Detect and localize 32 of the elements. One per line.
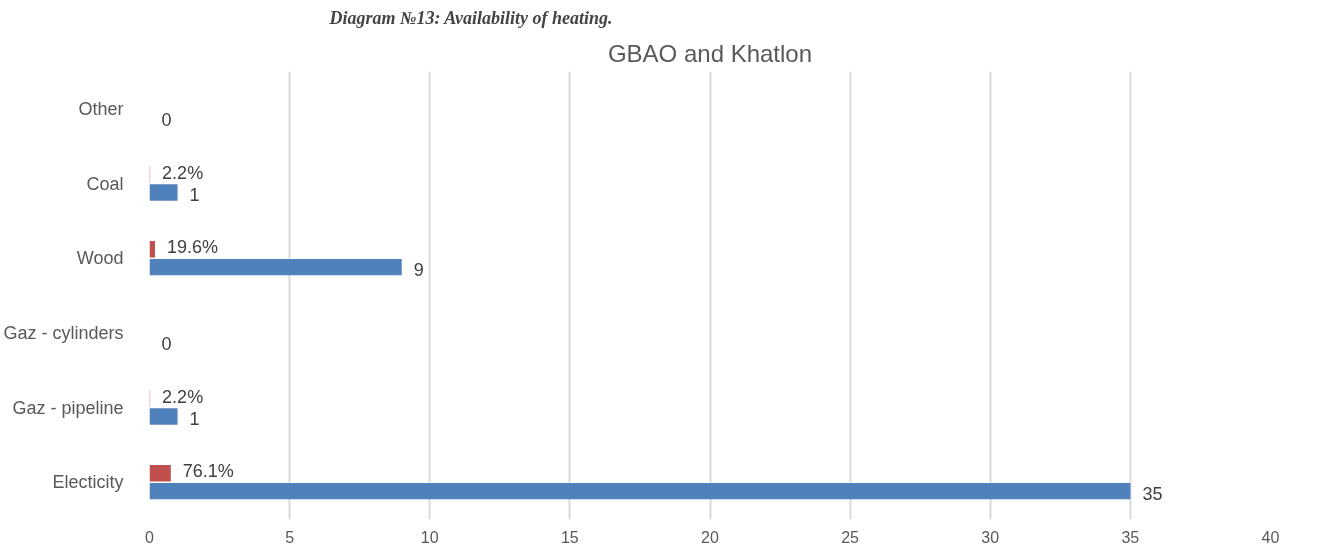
x-tick-label: 5: [285, 528, 295, 546]
y-tick-label: Wood: [76, 248, 124, 269]
x-tick-label: 40: [1261, 528, 1280, 546]
data-label: 0: [161, 334, 172, 355]
chart-title: GBAO and Khatlon: [607, 39, 813, 67]
x-tick-label: 20: [701, 528, 719, 546]
data-label: 2.2%: [162, 386, 204, 407]
bar: [149, 258, 402, 276]
y-tick-label: Electicity: [52, 472, 124, 493]
data-label: 2.2%: [162, 162, 204, 183]
y-tick-label: Coal: [86, 173, 124, 194]
data-label: 1: [189, 184, 200, 205]
y-tick-label: Gaz - pipeline: [12, 397, 124, 418]
bar: [149, 482, 1131, 500]
data-label: 35: [1142, 483, 1163, 504]
y-tick-label: Gaz - cylinders: [3, 322, 124, 343]
x-tick-label: 15: [560, 528, 579, 546]
data-label: 76.1%: [182, 461, 234, 482]
data-label: 19.6%: [166, 237, 219, 258]
x-tick-label: 30: [981, 528, 1000, 546]
y-tick-label: Other: [78, 98, 124, 119]
x-tick-label: 0: [145, 528, 155, 546]
text: Diagram №13: Availability of heating.: [328, 7, 613, 28]
data-label: 1: [189, 408, 200, 429]
x-tick-label: 10: [420, 528, 439, 546]
data-label: 9: [413, 259, 424, 280]
bar: [149, 184, 178, 201]
x-tick-label: 25: [841, 528, 860, 546]
bar: [149, 464, 171, 482]
data-label: 0: [161, 110, 172, 131]
x-tick-label: 35: [1121, 528, 1140, 546]
bar: [149, 408, 178, 425]
